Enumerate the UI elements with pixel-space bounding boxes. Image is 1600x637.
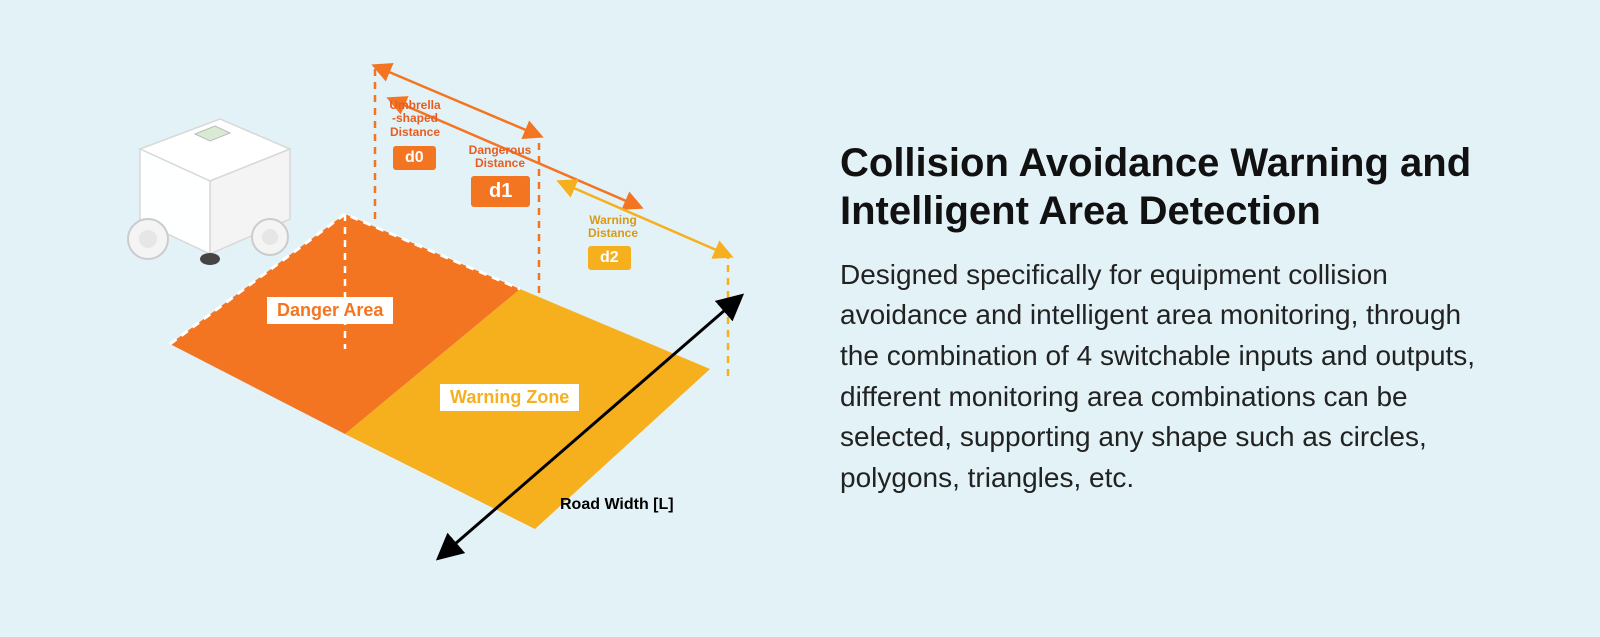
warning-line2: Distance (588, 226, 638, 240)
warning-line1: Warning (589, 213, 637, 227)
dangerous-distance-label: Dangerous Distance (460, 144, 540, 172)
umbrella-line3: Distance (390, 125, 440, 139)
d0-chip: d0 (393, 146, 436, 170)
warning-zone-label: Warning Zone (440, 384, 579, 412)
diagram: Umbrella -shaped Distance d0 Dangerous D… (80, 39, 780, 599)
d2-chip: d2 (588, 246, 631, 270)
road-width-label: Road Width [L] (560, 496, 674, 514)
umbrella-line2: -shaped (392, 111, 438, 125)
umbrella-line1: Umbrella (389, 98, 440, 112)
dangerous-line1: Dangerous (469, 143, 532, 157)
dangerous-line2: Distance (475, 156, 525, 170)
warning-distance-label: Warning Distance (578, 214, 648, 242)
robot-icon (128, 119, 290, 265)
text-panel: Collision Avoidance Warning and Intellig… (780, 139, 1520, 499)
description-text: Designed specifically for equipment coll… (840, 255, 1500, 499)
page-title: Collision Avoidance Warning and Intellig… (840, 139, 1500, 235)
umbrella-distance-label: Umbrella -shaped Distance (380, 99, 450, 140)
d1-chip: d1 (471, 176, 530, 207)
danger-area-label: Danger Area (267, 297, 393, 325)
